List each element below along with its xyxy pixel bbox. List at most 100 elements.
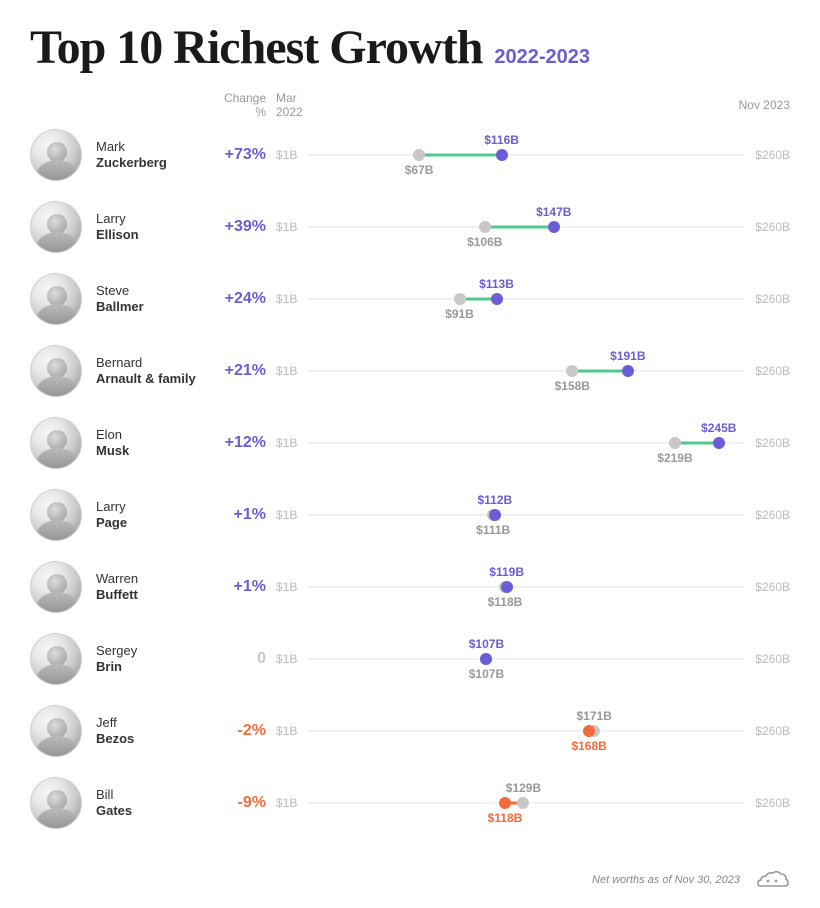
last-name: Buffett: [96, 587, 216, 603]
last-name: Ballmer: [96, 299, 216, 315]
change-percent: -9%: [216, 794, 272, 812]
avatar: [30, 705, 82, 757]
avatar: [30, 417, 82, 469]
scale-max-label: $260B: [755, 652, 790, 666]
start-dot: [517, 797, 529, 809]
end-value-label: $119B: [489, 565, 524, 579]
track: $260B $111B $112B: [308, 479, 790, 551]
person-row: JeffBezos-2%$1B$260B$171B$168B: [30, 695, 790, 767]
first-name: Elon: [96, 427, 216, 443]
footnote: Net worths as of Nov 30, 2023: [592, 874, 740, 886]
end-dot: [501, 581, 513, 593]
end-value-label: $118B: [488, 811, 523, 825]
scale-min-label: $1B: [272, 796, 308, 810]
scale-max-label: $260B: [755, 508, 790, 522]
avatar: [30, 489, 82, 541]
track: $260B$91B$113B: [308, 263, 790, 335]
scale-min-label: $1B: [272, 652, 308, 666]
scale-max-label: $260B: [755, 796, 790, 810]
avatar: [30, 561, 82, 613]
track: $260B $219B $245B: [308, 407, 790, 479]
end-dot: [480, 653, 492, 665]
track: $260B$129B$118B: [308, 767, 790, 839]
last-name: Zuckerberg: [96, 155, 216, 171]
title-row: Top 10 Richest Growth 2022-2023: [30, 20, 790, 75]
end-dot: [496, 149, 508, 161]
person-row: LarryEllison+39%$1B $260B $106B $147B: [30, 191, 790, 263]
change-percent: -2%: [216, 722, 272, 740]
scale-max-label: $260B: [755, 436, 790, 450]
column-headers: Change % Mar 2022 Nov 2023: [30, 93, 790, 117]
person-row: SteveBallmer+24%$1B$260B$91B$113B: [30, 263, 790, 335]
last-name: Brin: [96, 659, 216, 675]
end-value-label: $116B: [484, 133, 519, 147]
start-value-label: $171B: [576, 709, 611, 723]
scale-max-label: $260B: [755, 220, 790, 234]
last-name: Gates: [96, 803, 216, 819]
first-name: Bill: [96, 787, 216, 803]
header-end-date: Nov 2023: [308, 98, 790, 112]
track: $260B$158B$191B: [308, 335, 790, 407]
scale-min-label: $1B: [272, 148, 308, 162]
avatar: [30, 633, 82, 685]
end-value-label: $112B: [477, 493, 512, 507]
person-name: SteveBallmer: [96, 283, 216, 316]
connector-line: [572, 370, 628, 373]
start-value-label: $219B: [657, 451, 692, 465]
person-name: SergeyBrin: [96, 643, 216, 676]
first-name: Warren: [96, 571, 216, 587]
end-dot: [622, 365, 634, 377]
end-value-label: $113B: [479, 277, 514, 291]
track: $260B$107B$107B: [308, 623, 790, 695]
start-value-label: $106B: [467, 235, 502, 249]
scale-min-label: $1B: [272, 508, 308, 522]
page-title: Top 10 Richest Growth: [30, 20, 482, 75]
start-dot: [413, 149, 425, 161]
start-value-label: $158B: [555, 379, 590, 393]
change-percent: +1%: [216, 578, 272, 596]
person-name: LarryEllison: [96, 211, 216, 244]
person-row: MarkZuckerberg+73%$1B$260B$67B$116B: [30, 119, 790, 191]
scale-max-label: $260B: [755, 148, 790, 162]
start-value-label: $118B: [488, 595, 523, 609]
change-percent: +12%: [216, 434, 272, 452]
person-name: BernardArnault & family: [96, 355, 216, 388]
person-name: LarryPage: [96, 499, 216, 532]
start-dot: [669, 437, 681, 449]
person-row: LarryPage+1%$1B$260B$111B$112B: [30, 479, 790, 551]
person-row: WarrenBuffett+1%$1B$260B$118B$119B: [30, 551, 790, 623]
person-name: BillGates: [96, 787, 216, 820]
person-name: ElonMusk: [96, 427, 216, 460]
track: $260B $106B $147B: [308, 191, 790, 263]
year-range: 2022-2023: [494, 46, 590, 69]
connector-line: [485, 226, 554, 229]
end-value-label: $147B: [536, 205, 571, 219]
brand-logo-icon: [754, 866, 790, 892]
rows-container: MarkZuckerberg+73%$1B$260B$67B$116BLarry…: [30, 119, 790, 839]
end-dot: [583, 725, 595, 737]
end-dot: [499, 797, 511, 809]
first-name: Steve: [96, 283, 216, 299]
track: $260B $118B $119B: [308, 551, 790, 623]
last-name: Arnault & family: [96, 371, 216, 387]
scale-min-label: $1B: [272, 220, 308, 234]
change-percent: +21%: [216, 362, 272, 380]
header-start-date: Mar 2022: [272, 91, 308, 119]
change-percent: 0: [216, 650, 272, 668]
scale-max-label: $260B: [755, 580, 790, 594]
start-dot: [454, 293, 466, 305]
scale-max-label: $260B: [755, 364, 790, 378]
track: $260B$67B$116B: [308, 119, 790, 191]
start-value-label: $111B: [476, 523, 510, 537]
avatar: [30, 777, 82, 829]
scale-max-label: $260B: [755, 724, 790, 738]
connector-line: [419, 154, 501, 157]
start-dot: [566, 365, 578, 377]
first-name: Sergey: [96, 643, 216, 659]
change-percent: +39%: [216, 218, 272, 236]
start-value-label: $107B: [469, 667, 504, 681]
end-dot: [713, 437, 725, 449]
last-name: Page: [96, 515, 216, 531]
end-dot: [548, 221, 560, 233]
end-value-label: $245B: [701, 421, 736, 435]
